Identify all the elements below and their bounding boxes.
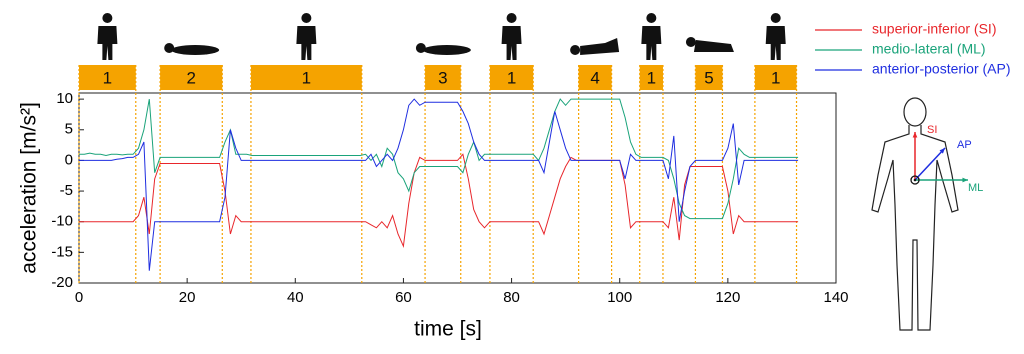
posture-box [425, 65, 461, 90]
x-tick-label: 20 [179, 289, 196, 306]
silhouette-body [296, 26, 317, 60]
posture-label: 2 [186, 68, 195, 87]
silhouette-head [301, 13, 312, 23]
silhouette [501, 13, 522, 60]
series-line [79, 98, 799, 220]
posture-box [250, 65, 362, 90]
posture-label: 4 [590, 68, 599, 87]
body-diagram [871, 97, 959, 331]
silhouette-body [97, 26, 118, 60]
silhouette-head [646, 13, 657, 23]
body-axis-label: AP [957, 139, 972, 151]
posture-label: 1 [507, 68, 516, 87]
x-tick-label: 80 [503, 289, 520, 306]
y-tick-label: -15 [51, 243, 73, 260]
posture-label: 1 [302, 68, 311, 87]
posture-label: 3 [438, 68, 447, 87]
silhouette-body [501, 26, 522, 60]
y-tick-label: -20 [51, 274, 73, 291]
silhouette-head [570, 45, 581, 55]
posture-label: 1 [771, 68, 780, 87]
silhouette-body [580, 38, 620, 55]
posture-box [79, 65, 136, 90]
y-tick-label: 10 [56, 90, 73, 107]
silhouette [685, 37, 734, 52]
silhouette [97, 13, 118, 60]
x-tick-label: 60 [395, 289, 412, 306]
body-axis-head [962, 177, 968, 183]
y-tick-label: -5 [60, 182, 73, 199]
x-tick-label: 40 [287, 289, 304, 306]
legend-label: superior-inferior (SI) [872, 21, 996, 37]
body-axis-head [912, 132, 918, 138]
posture-box [639, 65, 663, 90]
body-origin-dot [913, 178, 917, 182]
plot-frame [78, 92, 837, 284]
silhouette-body [641, 26, 662, 60]
y-tick-label: 5 [65, 121, 73, 138]
posture-box [489, 65, 534, 90]
series-line [79, 98, 799, 271]
silhouette [765, 13, 786, 60]
silhouette-body [171, 45, 220, 55]
silhouette [164, 43, 220, 55]
series-line [79, 153, 799, 249]
silhouette [296, 13, 317, 60]
silhouette-body [693, 40, 734, 52]
posture-box [695, 65, 723, 90]
silhouette-head [102, 13, 113, 23]
body-axis-head [939, 148, 945, 154]
body-origin [910, 175, 920, 185]
silhouette-body [765, 26, 786, 60]
silhouette [570, 38, 620, 55]
posture-box [578, 65, 612, 90]
posture-box [160, 65, 223, 90]
silhouette [641, 13, 662, 60]
silhouette-head [770, 13, 781, 23]
body-axis-arrow [914, 147, 946, 181]
x-tick-label: 100 [607, 289, 632, 306]
legend-label: medio-lateral (ML) [872, 41, 986, 57]
posture-label: 5 [704, 68, 713, 87]
posture-label: 1 [647, 68, 656, 87]
x-axis-label: time [s] [414, 318, 482, 341]
silhouette-head [685, 37, 696, 47]
y-tick-label: 0 [65, 151, 73, 168]
x-tick-label: 0 [75, 289, 83, 306]
silhouette [415, 43, 471, 55]
y-axis-label: acceleration [m/s²] [18, 102, 41, 274]
body-axis-label: ML [968, 182, 983, 194]
posture-box [754, 65, 797, 90]
y-tick-label: -10 [51, 213, 73, 230]
legend-label: anterior-posterior (AP) [872, 61, 1011, 77]
x-tick-label: 120 [715, 289, 740, 306]
silhouette-head [506, 13, 517, 23]
silhouette-body [422, 45, 471, 55]
body-axis-label: SI [927, 124, 937, 136]
x-tick-label: 140 [823, 289, 848, 306]
posture-label: 1 [103, 68, 112, 87]
